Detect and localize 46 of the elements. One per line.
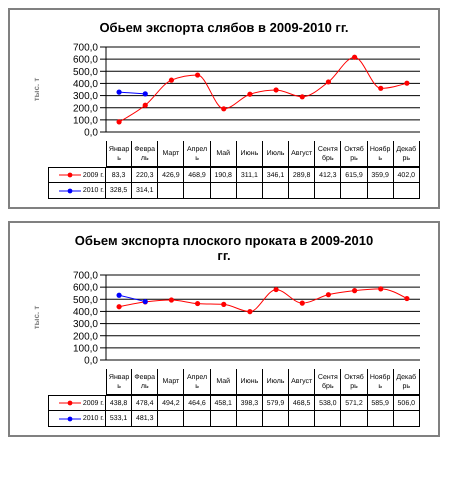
- point: [247, 309, 253, 314]
- point: [116, 90, 122, 95]
- point: [247, 92, 253, 97]
- point: [116, 304, 122, 310]
- y-tick-label: 0,0: [84, 128, 98, 139]
- point: [142, 102, 148, 108]
- point: [116, 292, 122, 298]
- point: [273, 87, 279, 93]
- y-tick-label: 400,0: [72, 78, 98, 90]
- y-tick-label: 400,0: [72, 306, 98, 318]
- point: [116, 119, 122, 124]
- point: [326, 79, 332, 85]
- y-tick-label: 0,0: [84, 356, 98, 367]
- y-axis-title: тыс. т: [32, 78, 41, 102]
- point: [326, 292, 332, 298]
- y-tick-label: 500,0: [72, 66, 98, 78]
- point: [194, 72, 200, 78]
- point: [378, 86, 384, 91]
- y-tick-label: 200,0: [72, 331, 98, 342]
- y-tick-label: 200,0: [72, 103, 98, 114]
- y-tick-label: 600,0: [72, 282, 98, 294]
- y-tick-label: 600,0: [72, 54, 98, 66]
- y-tick-label: 100,0: [72, 343, 98, 354]
- chart-title: Обьем экспорта слябов в 2009-2010 гг.: [98, 19, 350, 37]
- point: [142, 91, 148, 96]
- y-tick-label: 500,0: [72, 294, 98, 306]
- point: [404, 296, 410, 302]
- point: [273, 286, 279, 292]
- point: [194, 300, 200, 306]
- y-tick-label: 100,0: [72, 115, 98, 126]
- y-tick-label: 700,0: [72, 42, 98, 54]
- y-tick-label: 300,0: [72, 319, 98, 330]
- point: [221, 302, 226, 307]
- point: [378, 286, 384, 292]
- point: [168, 78, 174, 83]
- point: [300, 94, 305, 100]
- point: [300, 300, 305, 306]
- point: [352, 288, 358, 294]
- point: [404, 80, 410, 86]
- point: [221, 106, 226, 112]
- y-axis-title: тыс. т: [32, 306, 41, 330]
- chart-title: Обьем экспорта плоского проката в 2009-2010 гг.: [74, 232, 374, 265]
- y-tick-label: 300,0: [72, 91, 98, 102]
- y-tick-label: 700,0: [72, 270, 98, 282]
- point: [352, 54, 358, 60]
- point: [168, 297, 174, 303]
